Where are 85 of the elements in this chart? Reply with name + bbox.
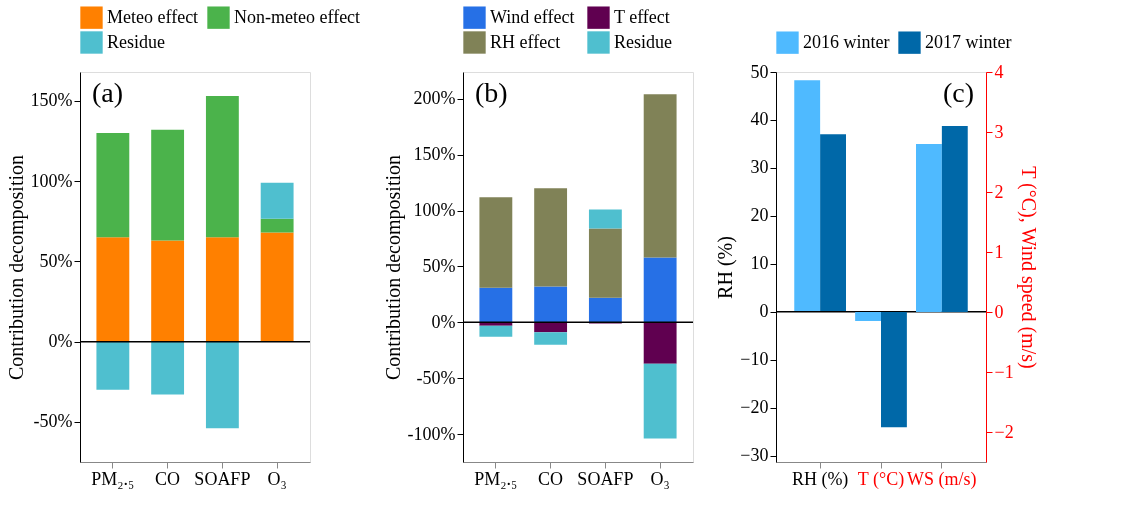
bar [151,129,185,241]
bar [643,322,677,364]
legend-label: Wind effect [490,6,575,27]
bar [96,237,130,342]
annotation: (b) [475,77,508,108]
bar [534,322,568,333]
x-tick-label: PM₂.₅ [474,468,518,489]
y-axis-title: Contribution decomposition [381,155,405,380]
y2-tick-label: 3 [994,121,1004,142]
y-tick-label: 50% [422,255,456,276]
y-tick-label: 10 [750,253,769,274]
bar [588,209,622,229]
y-tick-label: 100% [30,170,73,191]
y-tick-label: −30 [740,445,769,466]
y2-tick-label: 4 [994,61,1004,82]
y-tick-label: 50 [750,61,769,82]
y2-tick-label: −1 [994,361,1014,382]
bar [96,341,130,390]
bar [534,332,568,345]
x-tick-label: O₃ [267,468,287,489]
y-tick-label: 40 [750,109,769,130]
legend-label: 2016 winter [803,31,890,52]
bar [881,312,907,428]
y-tick-label: −10 [740,349,769,370]
y-tick-label: 150% [413,144,456,165]
bar [534,188,568,287]
legend-label: T effect [614,6,670,27]
bar [151,240,185,342]
bar [479,325,513,337]
bar [260,182,294,219]
y-tick-label: -50% [416,367,456,388]
bar [205,237,239,342]
bar [96,132,130,238]
y2-tick-label: 0 [994,301,1004,322]
bar [941,126,968,312]
y-tick-label: 100% [413,200,456,221]
legend-label: Non-meteo effect [234,6,361,27]
y2-axis-title: T (°C), Wind speed (m/s) [1016,166,1040,369]
x-tick-label: O₃ [650,468,670,489]
x-tick-label: SOAFP [577,468,634,489]
x-tick-label: PM₂.₅ [91,468,135,489]
y-tick-label: 30 [750,157,769,178]
y2-tick-label: −2 [994,421,1014,442]
legend-label: Meteo effect [107,6,199,27]
bar [916,144,942,312]
bar [205,96,239,238]
bar [479,287,513,323]
bar [588,297,622,323]
y-tick-label: −20 [740,397,769,418]
y-tick-label: 20 [750,205,769,226]
x-tick-label: SOAFP [194,468,251,489]
bar [205,341,239,429]
legend-label: RH effect [490,31,561,52]
x-tick-label: WS (m/s) [907,468,977,490]
bar [151,341,185,395]
bar [643,257,677,323]
y-axis-title: RH (%) [714,236,738,299]
bar [855,312,881,321]
y-tick-label: 0% [48,331,73,352]
y-tick-label: 150% [30,90,73,111]
annotation: (c) [942,77,974,108]
legend-label: Residue [614,31,672,52]
bar [260,232,294,342]
y-tick-label: 50% [39,250,73,271]
x-tick-label: RH (%) [791,468,849,490]
y-tick-label: 0 [759,301,769,322]
bar [643,363,677,439]
y-tick-label: 0% [431,311,456,332]
y-tick-label: -100% [407,423,456,444]
y2-tick-label: 1 [994,241,1004,262]
x-tick-label: T (°C) [857,468,905,490]
x-tick-label: CO [155,468,181,489]
bar [534,286,568,323]
bar [588,228,622,298]
bar [643,94,677,258]
bar [479,197,513,288]
y2-tick-label: 2 [994,181,1004,202]
x-tick-label: CO [538,468,564,489]
y-axis-title: Contribution decomposition [4,155,28,380]
legend-label: Residue [107,31,165,52]
annotation: (a) [92,77,124,108]
y-tick-label: -50% [33,411,73,432]
y-tick-label: 200% [413,88,456,109]
bar [260,218,294,233]
legend-label: 2017 winter [925,31,1012,52]
